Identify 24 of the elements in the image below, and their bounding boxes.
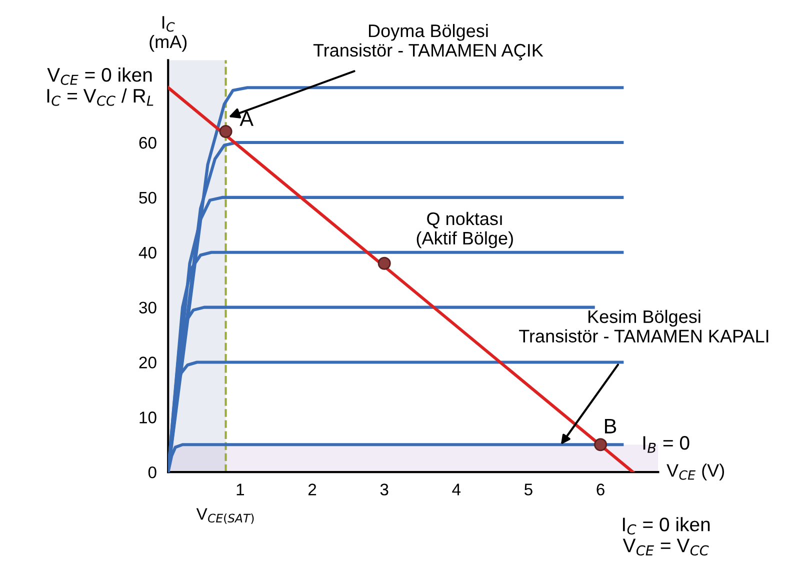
text: V$_{CE}$ = 0 iken I$_{C}$ = V$_{CC}$ / R$_{L}$ xyxy=(47,67,154,106)
x-tick-label: 4 xyxy=(452,484,461,496)
text: I$_{C}$ = 0 iken V$_{CE}$ = V$_{CC}$ xyxy=(622,517,710,556)
ref-line-label: V$_{CE(SAT)}$ xyxy=(196,508,254,524)
annotation: Doyma Bölgesi Transistör - TAMAMEN AÇIK xyxy=(313,24,544,60)
annotation: B xyxy=(605,419,616,434)
y-tick-label: 40 xyxy=(138,246,156,259)
x-tick-label: 2 xyxy=(308,484,316,496)
annotation: I$_{B}$ = 0 xyxy=(643,436,690,453)
y-tick-label: 60 xyxy=(139,136,156,149)
y-tick-label: 50 xyxy=(139,192,156,204)
annotation: Kesim Bölgesi Transistör - TAMAMEN KAPALI xyxy=(519,310,768,343)
y-tick-label: 20 xyxy=(139,356,156,368)
x-axis-title: V$_{CE}$ (V) xyxy=(666,464,724,480)
x-tick-label: 5 xyxy=(524,484,532,496)
x-tick-label: 1 xyxy=(236,484,244,496)
y-tick-label: 10 xyxy=(140,412,156,424)
annotation: Q noktası (Aktif Bölge) xyxy=(416,212,513,248)
y-tick-label: 30 xyxy=(139,302,156,314)
x-tick-label: 3 xyxy=(380,484,388,496)
x-tick-label: 6 xyxy=(596,484,604,496)
y-tick-label: 0 xyxy=(148,466,156,478)
y-axis-title: I$_{C}$ (mA) xyxy=(150,16,187,52)
annotation: A xyxy=(240,111,254,126)
